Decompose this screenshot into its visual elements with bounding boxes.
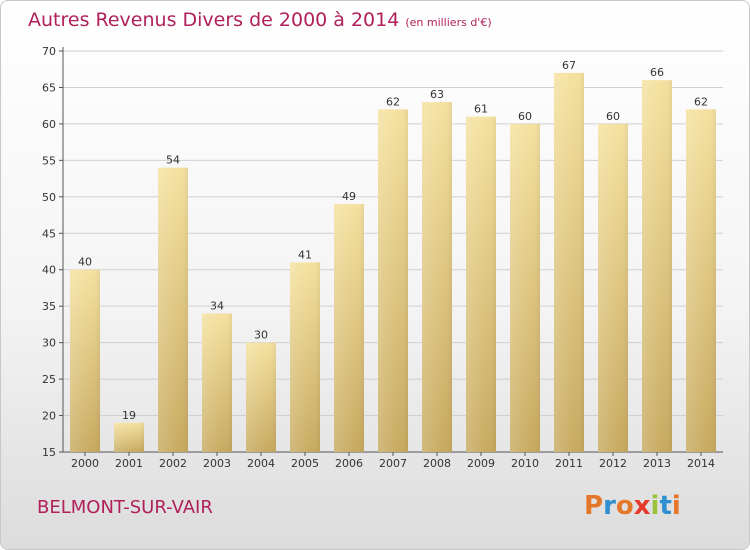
y-tick-label: 60 — [42, 118, 56, 131]
bar-shade — [598, 123, 628, 452]
y-tick-label: 65 — [42, 81, 56, 94]
x-tick-label: 2000 — [71, 457, 99, 470]
x-tick-label: 2008 — [423, 457, 451, 470]
y-tick-label: 55 — [42, 154, 56, 167]
data-label: 62 — [694, 95, 708, 108]
x-tick-label: 2004 — [247, 457, 275, 470]
y-tick-label: 15 — [42, 446, 56, 459]
x-tick-label: 2012 — [599, 457, 627, 470]
data-label: 67 — [562, 59, 576, 72]
bar-shade — [642, 80, 672, 452]
data-label: 66 — [650, 66, 664, 79]
bar-shade — [290, 262, 320, 452]
y-tick-label: 25 — [42, 373, 56, 386]
data-label: 40 — [78, 256, 92, 269]
data-label: 19 — [122, 409, 136, 422]
bar-shade — [378, 109, 408, 452]
x-tick-label: 2006 — [335, 457, 363, 470]
data-label: 34 — [210, 299, 224, 312]
chart-subtitle: (en milliers d'€) — [405, 16, 492, 29]
data-label: 60 — [606, 110, 620, 123]
logo-letter: i — [671, 491, 681, 521]
chart-title: Autres Revenus Divers de 2000 à 2014 (en … — [28, 9, 492, 31]
x-tick-label: 2009 — [467, 457, 495, 470]
x-tick-label: 2011 — [555, 457, 583, 470]
logo-letter: r — [603, 491, 616, 521]
x-tick-label: 2002 — [159, 457, 187, 470]
data-label: 49 — [342, 190, 356, 203]
data-label: 60 — [518, 110, 532, 123]
bar-shade — [202, 313, 232, 452]
bar-shade — [246, 342, 276, 452]
data-label: 63 — [430, 88, 444, 101]
y-tick-label: 30 — [42, 337, 56, 350]
bar-shade — [158, 167, 188, 452]
x-tick-label: 2013 — [643, 457, 671, 470]
data-label: 54 — [166, 154, 180, 167]
data-label: 61 — [474, 103, 488, 116]
bar-shade — [686, 109, 716, 452]
logo-letter: x — [633, 491, 651, 521]
proxiti-logo: Proxiti — [584, 491, 681, 521]
bar-shade — [510, 123, 540, 452]
bar-shade — [334, 204, 364, 452]
location-label: BELMONT-SUR-VAIR — [37, 497, 213, 518]
bar-shade — [554, 72, 584, 452]
x-tick-label: 2001 — [115, 457, 143, 470]
x-tick-label: 2014 — [687, 457, 715, 470]
y-tick-label: 40 — [42, 264, 56, 277]
y-tick-label: 20 — [42, 410, 56, 423]
bar-shade — [70, 269, 100, 452]
logo-letter: o — [615, 491, 634, 521]
x-tick-label: 2005 — [291, 457, 319, 470]
chart-title-text: Autres Revenus Divers de 2000 à 2014 — [28, 9, 400, 31]
y-tick-label: 35 — [42, 300, 56, 313]
bar-shade — [114, 422, 144, 452]
bar-shade — [466, 116, 496, 453]
x-tick-label: 2003 — [203, 457, 231, 470]
y-tick-label: 70 — [42, 45, 56, 58]
logo-letter: t — [659, 491, 672, 521]
x-tick-label: 2010 — [511, 457, 539, 470]
logo-letter: i — [650, 491, 660, 521]
data-label: 62 — [386, 95, 400, 108]
bar-shade — [422, 102, 452, 452]
x-tick-label: 2007 — [379, 457, 407, 470]
y-tick-label: 45 — [42, 227, 56, 240]
data-label: 30 — [254, 329, 268, 342]
data-label: 41 — [298, 248, 312, 261]
logo-letter: P — [584, 491, 604, 521]
y-tick-label: 50 — [42, 191, 56, 204]
